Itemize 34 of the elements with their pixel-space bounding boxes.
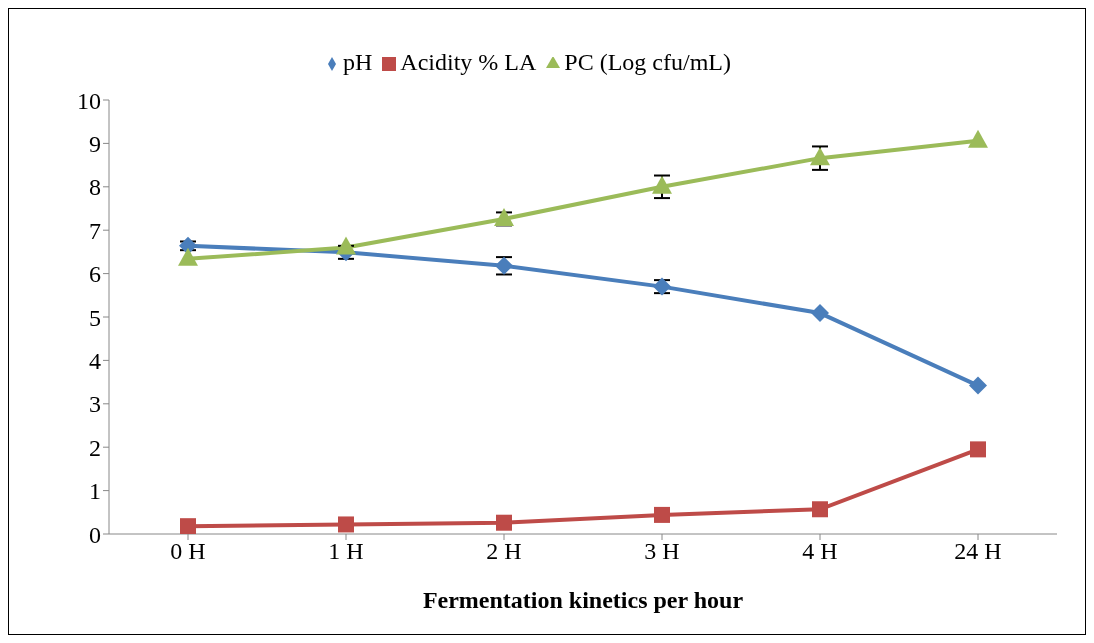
point (496, 514, 512, 531)
y-tick-label: 7 (89, 217, 101, 244)
legend-label: pH (343, 49, 373, 75)
y-tick-label: 3 (89, 391, 101, 418)
y-tick-label: 0 (89, 521, 101, 548)
y-tick-label: 1 (89, 478, 101, 505)
point (968, 129, 988, 148)
y-tick-label: 5 (89, 304, 101, 331)
point (811, 304, 829, 323)
point (180, 518, 196, 534)
y-tick-label: 4 (89, 347, 101, 374)
x-tick-label: 4 H (802, 538, 838, 565)
point (970, 441, 986, 458)
x-tick-label: 3 H (644, 538, 680, 565)
legend-label: PC (Log cfu/mL) (564, 49, 731, 75)
point (652, 175, 672, 194)
point (178, 247, 198, 266)
y-tick-label: 8 (89, 174, 101, 201)
x-tick-label: 24 H (954, 538, 1002, 565)
point (810, 147, 830, 166)
y-tick-label: 2 (89, 434, 101, 461)
point (812, 501, 828, 518)
point (338, 516, 354, 533)
y-tick-label: 6 (89, 261, 101, 288)
point (494, 207, 514, 226)
y-tick-label: 10 (77, 87, 101, 114)
legend-label: Acidity % LA (400, 49, 537, 75)
y-tick-label: 9 (89, 130, 101, 157)
x-tick-label: 2 H (486, 538, 522, 565)
point (969, 376, 987, 395)
point (654, 506, 670, 523)
x-axis-title: Fermentation kinetics per hour (422, 587, 744, 613)
x-tick-label: 1 H (328, 538, 364, 565)
x-tick-label: 0 H (170, 538, 206, 565)
